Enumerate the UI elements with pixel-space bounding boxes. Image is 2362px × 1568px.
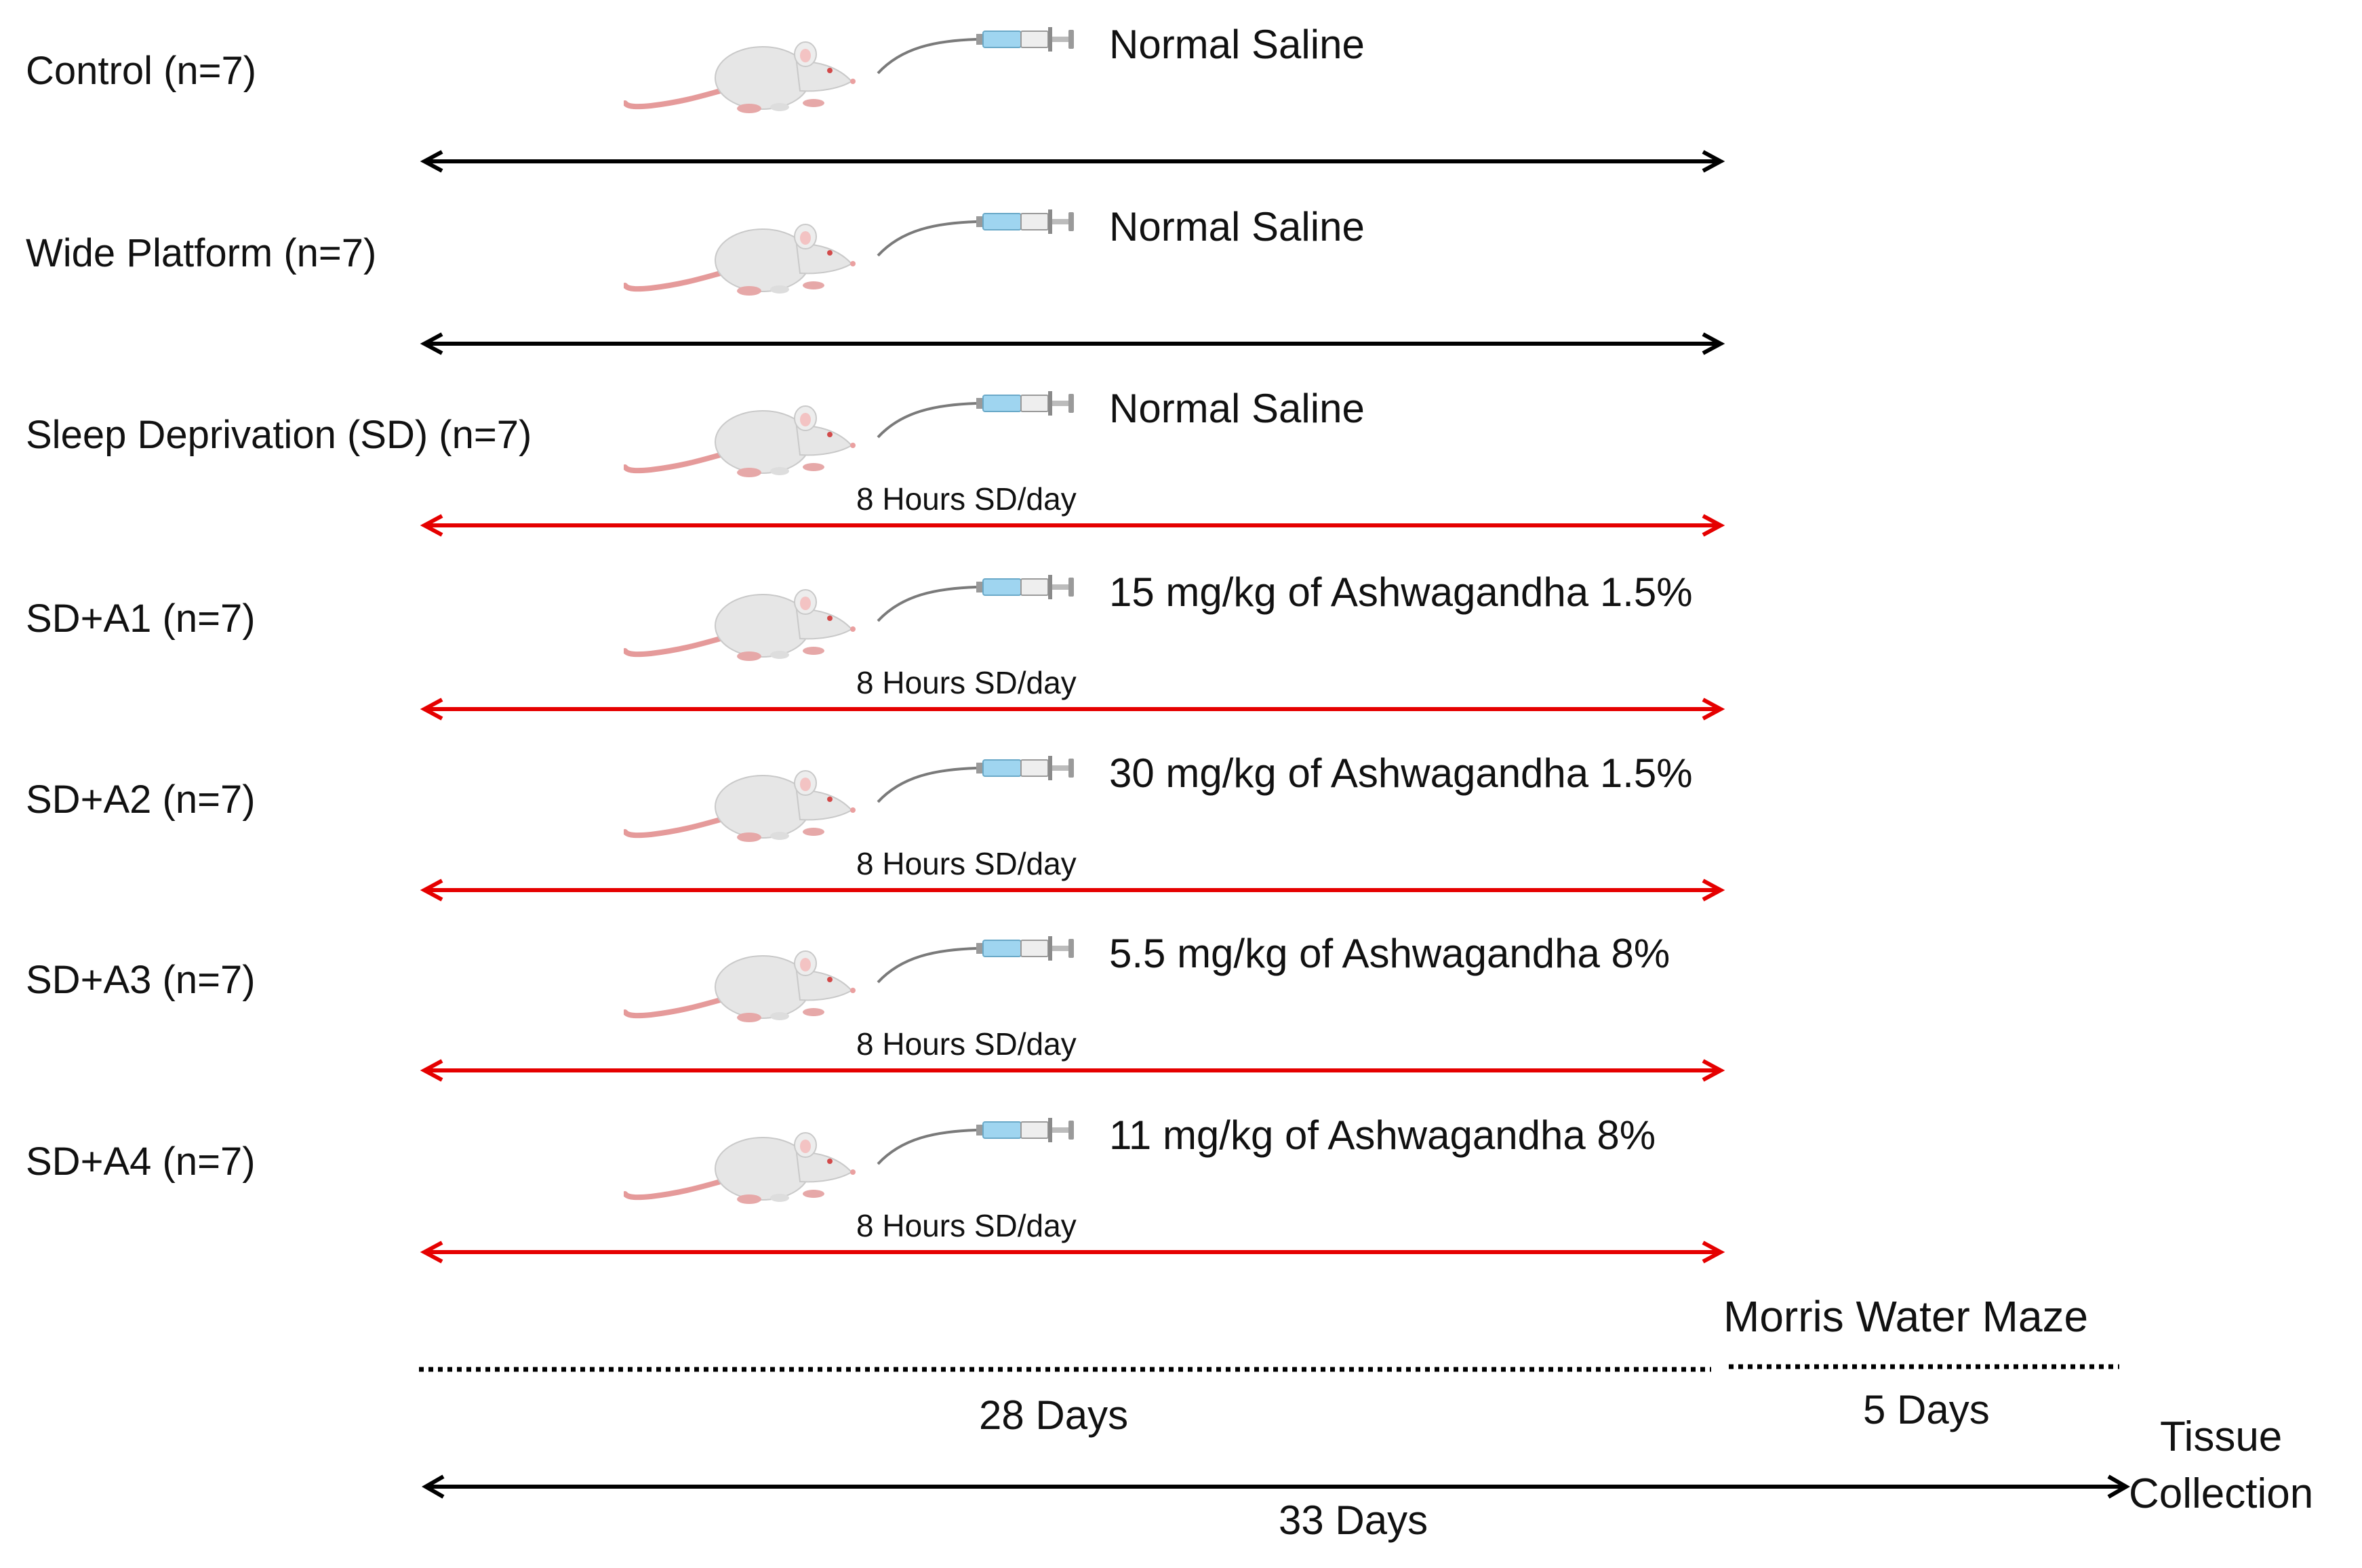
- group-row: SD+A2 (n=7) 30 mg/kg of Ashwagandha 1.5%…: [0, 729, 2362, 912]
- tissue-label-line2: Collection: [2129, 1470, 2314, 1517]
- treatment-label: Normal Saline: [1109, 386, 1365, 431]
- rat-icon: [624, 589, 856, 661]
- rat-icon: [624, 41, 856, 113]
- total-duration-arrow: [421, 1474, 2131, 1499]
- group-row: SD+A1 (n=7) 15 mg/kg of Ashwagandha 1.5%…: [0, 548, 2362, 731]
- syringe-icon: [877, 575, 1074, 622]
- sd-schedule-label: 8 Hours SD/day: [856, 665, 1077, 700]
- total-duration-label: 33 Days: [1279, 1497, 1428, 1543]
- treatment-label: 11 mg/kg of Ashwagandha 8%: [1109, 1112, 1656, 1158]
- group-label: SD+A3 (n=7): [26, 958, 256, 1002]
- group-label: Wide Platform (n=7): [26, 231, 377, 275]
- group-row: Sleep Deprivation (SD) (n=7) Normal Sali…: [0, 364, 2362, 547]
- group-row: SD+A4 (n=7) 11 mg/kg of Ashwagandha 8% 8…: [0, 1091, 2362, 1274]
- treatment-label: 5.5 mg/kg of Ashwagandha 8%: [1109, 931, 1670, 976]
- phase-duration-28-days: 28 Days: [979, 1392, 1129, 1438]
- group-label: Sleep Deprivation (SD) (n=7): [26, 413, 532, 457]
- group-row: Wide Platform (n=7) Normal Saline: [0, 182, 2362, 365]
- period-arrow: [420, 150, 1725, 173]
- group-label: SD+A4 (n=7): [26, 1140, 256, 1184]
- syringe-icon: [877, 1118, 1074, 1165]
- group-label: SD+A2 (n=7): [26, 778, 256, 822]
- period-arrow: [420, 1241, 1725, 1264]
- syringe-icon: [877, 391, 1074, 439]
- tissue-label-line1: Tissue: [2159, 1413, 2283, 1460]
- group-label: SD+A1 (n=7): [26, 597, 256, 641]
- treatment-label: Normal Saline: [1109, 22, 1365, 67]
- sd-schedule-label: 8 Hours SD/day: [856, 481, 1077, 517]
- period-arrow: [420, 332, 1725, 355]
- syringe-icon: [877, 209, 1074, 257]
- treatment-label: Normal Saline: [1109, 204, 1365, 249]
- syringe-icon: [877, 27, 1074, 75]
- sd-schedule-label: 8 Hours SD/day: [856, 846, 1077, 881]
- group-row: Control (n=7) Normal Saline: [0, 0, 2362, 183]
- rat-icon: [624, 1132, 856, 1204]
- treatment-label: 15 mg/kg of Ashwagandha 1.5%: [1109, 569, 1693, 615]
- period-arrow: [420, 879, 1725, 902]
- period-arrow: [420, 514, 1725, 537]
- treatment-label: 30 mg/kg of Ashwagandha 1.5%: [1109, 750, 1693, 796]
- timeline-dotted-5-days: [1729, 1364, 2119, 1369]
- tissue-collection-label: Tissue Collection: [2129, 1409, 2313, 1522]
- period-arrow: [420, 1059, 1725, 1082]
- sd-schedule-label: 8 Hours SD/day: [856, 1026, 1077, 1062]
- syringe-icon: [877, 936, 1074, 984]
- phase-title-morris-water-maze: Morris Water Maze: [1723, 1292, 2089, 1341]
- rat-icon: [624, 405, 856, 477]
- timeline-dotted-28-days: [419, 1367, 1711, 1372]
- rat-icon: [624, 770, 856, 842]
- rat-icon: [624, 224, 856, 296]
- rat-icon: [624, 950, 856, 1022]
- period-arrow: [420, 698, 1725, 721]
- phase-duration-5-days: 5 Days: [1863, 1387, 1990, 1432]
- group-label: Control (n=7): [26, 49, 257, 93]
- group-row: SD+A3 (n=7) 5.5 mg/kg of Ashwagandha 8% …: [0, 909, 2362, 1092]
- syringe-icon: [877, 756, 1074, 803]
- sd-schedule-label: 8 Hours SD/day: [856, 1208, 1077, 1243]
